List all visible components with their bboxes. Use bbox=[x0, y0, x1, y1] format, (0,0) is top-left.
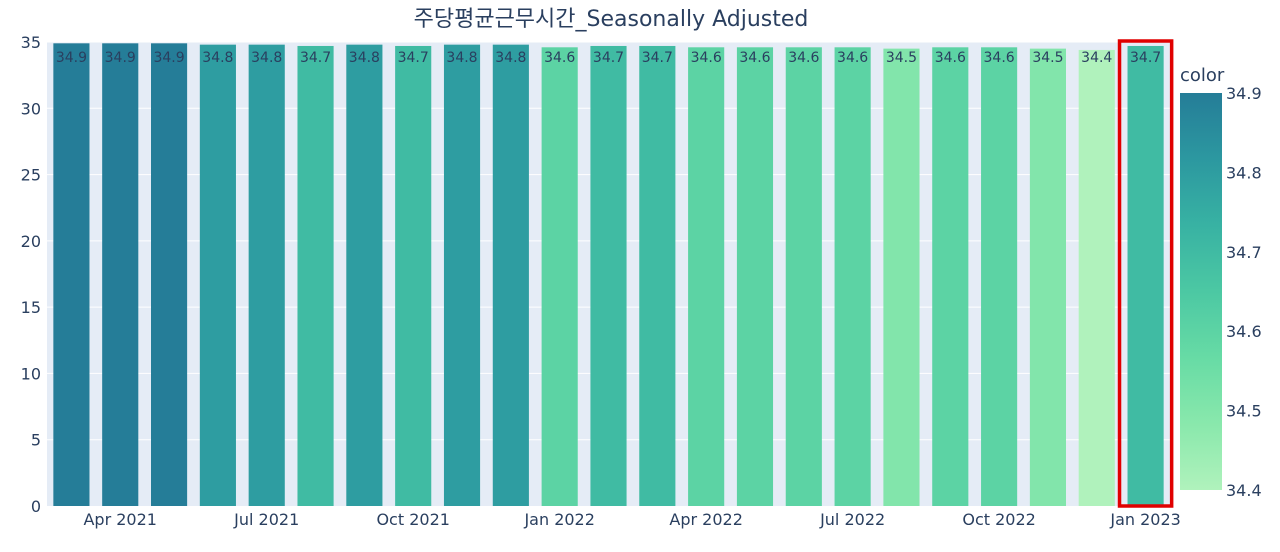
colorbar-tick-label: 34.6 bbox=[1226, 322, 1262, 341]
data-label: 34.6 bbox=[837, 50, 868, 66]
data-label: 34.6 bbox=[544, 50, 575, 66]
bar bbox=[492, 44, 529, 506]
chart-title: 주당평균근무시간_Seasonally Adjusted bbox=[414, 7, 809, 32]
colorbar-tick-label: 34.4 bbox=[1226, 481, 1262, 500]
bar bbox=[688, 47, 725, 506]
bar bbox=[883, 48, 920, 506]
data-label: 34.9 bbox=[105, 50, 136, 66]
bar bbox=[590, 45, 627, 506]
data-label: 34.6 bbox=[788, 50, 819, 66]
data-label: 34.6 bbox=[984, 50, 1015, 66]
y-tick-label: 20 bbox=[21, 232, 41, 251]
y-tick-label: 5 bbox=[31, 431, 41, 450]
y-tick-label: 25 bbox=[21, 166, 41, 185]
bar bbox=[297, 45, 334, 506]
bars bbox=[53, 43, 1164, 506]
bar bbox=[150, 43, 188, 506]
data-label: 34.6 bbox=[691, 50, 722, 66]
data-label: 34.6 bbox=[935, 50, 966, 66]
y-tick-label: 15 bbox=[21, 298, 41, 317]
bar bbox=[639, 45, 676, 506]
colorbar-tick-label: 34.8 bbox=[1226, 163, 1262, 182]
y-tick-label: 35 bbox=[21, 33, 41, 52]
data-label: 34.7 bbox=[300, 50, 331, 66]
highlight-rect bbox=[1117, 39, 1174, 508]
data-label: 34.7 bbox=[398, 50, 429, 66]
bar bbox=[736, 47, 774, 506]
data-label: 34.7 bbox=[593, 50, 624, 66]
data-label: 34.6 bbox=[739, 50, 770, 66]
data-label: 34.5 bbox=[886, 50, 917, 66]
bar bbox=[932, 47, 969, 506]
highlight-box bbox=[1117, 39, 1174, 508]
x-tick-label: Apr 2022 bbox=[669, 510, 742, 529]
y-axis: 0 5 10 15 20 25 30 35 bbox=[21, 33, 41, 516]
data-label: 34.5 bbox=[1032, 50, 1063, 66]
colorbar-tick-label: 34.5 bbox=[1226, 402, 1262, 421]
data-labels: 34.9 34.9 34.9 34.8 34.8 34.7 34.8 34.7 34.8 34.8… bbox=[56, 50, 1161, 66]
x-tick-label: Oct 2021 bbox=[376, 510, 449, 529]
y-tick-label: 30 bbox=[21, 99, 41, 118]
bar bbox=[395, 45, 432, 506]
bar bbox=[1127, 45, 1164, 506]
x-axis: Apr 2021 Jul 2021 Oct 2021 Jan 2022 Apr 2022… bbox=[83, 510, 1180, 529]
bar bbox=[981, 47, 1018, 506]
bar bbox=[1029, 48, 1067, 506]
bar bbox=[1078, 49, 1115, 506]
x-tick-label: Jul 2021 bbox=[233, 510, 299, 529]
y-tick-label: 10 bbox=[21, 364, 41, 383]
data-label: 34.8 bbox=[349, 50, 380, 66]
bar bbox=[102, 43, 139, 506]
data-label: 34.9 bbox=[153, 50, 184, 66]
data-label: 34.7 bbox=[1130, 50, 1161, 66]
x-tick-label: Jul 2022 bbox=[819, 510, 885, 529]
colorbar: color 34.4 34.5 34.6 34.7 34.8 34.9 bbox=[1180, 65, 1262, 500]
data-label: 34.8 bbox=[251, 50, 282, 66]
bar bbox=[199, 44, 236, 506]
data-label: 34.8 bbox=[495, 50, 526, 66]
data-label: 34.7 bbox=[642, 50, 673, 66]
x-tick-label: Jan 2023 bbox=[1109, 510, 1180, 529]
bar bbox=[248, 44, 285, 506]
bar bbox=[443, 44, 481, 506]
x-tick-label: Oct 2022 bbox=[962, 510, 1035, 529]
bar bbox=[785, 47, 822, 506]
y-tick-label: 0 bbox=[31, 497, 41, 516]
bar bbox=[834, 47, 871, 506]
bar bbox=[53, 43, 90, 506]
colorbar-gradient bbox=[1180, 93, 1222, 490]
bar bbox=[346, 44, 383, 506]
colorbar-title: color bbox=[1180, 65, 1225, 86]
data-label: 34.4 bbox=[1081, 50, 1112, 66]
data-label: 34.8 bbox=[446, 50, 477, 66]
x-tick-label: Jan 2022 bbox=[523, 510, 594, 529]
colorbar-tick-label: 34.9 bbox=[1226, 84, 1262, 103]
data-label: 34.9 bbox=[56, 50, 87, 66]
x-tick-label: Apr 2021 bbox=[83, 510, 156, 529]
data-label: 34.8 bbox=[202, 50, 233, 66]
bar bbox=[541, 47, 578, 506]
colorbar-tick-label: 34.7 bbox=[1226, 243, 1262, 262]
